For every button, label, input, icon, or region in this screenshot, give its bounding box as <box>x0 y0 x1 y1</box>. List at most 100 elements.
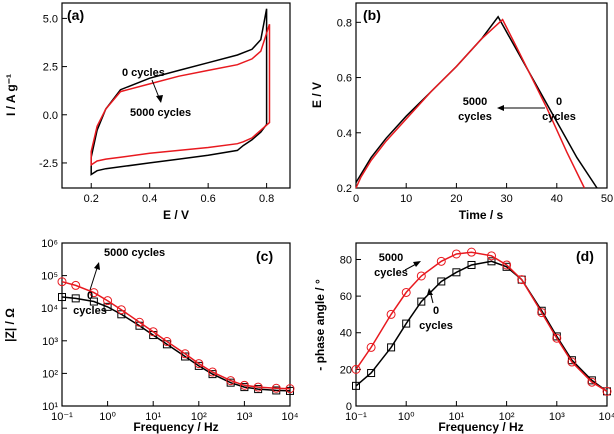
panel-b-annotation-5000: 5000 <box>463 96 487 108</box>
panel-d-point-0-cycles <box>452 268 461 277</box>
panel-c-xtick-label: 10⁴ <box>282 411 299 423</box>
panel-c-point-5000-cycles <box>253 382 263 392</box>
panel-c-annotation-5000-cycles: 5000 cycles <box>104 247 165 259</box>
panel-d-ytick-label: 80 <box>340 254 352 266</box>
panel-d-point-0-cycles <box>402 319 411 328</box>
panel-d-arrow-5000 <box>404 261 421 271</box>
panel-a-annotation-5000-cycles: 5000 cycles <box>130 107 191 119</box>
panel-c-point-5000-cycles <box>285 384 295 394</box>
panel-d-ytick-label: 60 <box>340 291 352 303</box>
panel-d-point-0-cycles <box>352 381 360 390</box>
panel-d-point-5000-cycles <box>486 251 496 261</box>
panel-a-series-0-cycles-line <box>90 8 268 176</box>
panel-c-bode-impedance: 10⁻¹ 10⁰ 10¹ 10² 10³ 10⁴ 10¹ 10² 10³ 10⁴ 10⁵ 10⁶ (c… <box>3 238 299 434</box>
panel-a-series-5000-cycles-line <box>90 23 271 167</box>
panel-b-xtick-label: 50 <box>601 193 613 205</box>
panel-b-xtick-label: 10 <box>400 193 412 205</box>
panel-c-ylabel: |Z| / Ω <box>3 308 17 342</box>
panel-c-xtick-label: 10⁰ <box>99 411 116 423</box>
panel-c-ytick-label: 10⁴ <box>41 303 58 315</box>
panel-c-series-0-cycles-line <box>61 296 291 392</box>
panel-c-point-5000-cycles <box>71 280 81 290</box>
panel-d-arrow-0 <box>427 288 434 304</box>
panel-b-ytick-label: 0.2 <box>337 183 352 195</box>
panel-d-point-5000-cycles <box>567 357 577 367</box>
panel-d-annotation-5000: 5000 <box>379 252 403 264</box>
panel-c-ytick-label: 10³ <box>42 336 58 348</box>
panel-d-ytick-label: 40 <box>340 328 352 340</box>
panel-b-annotation-0: 0 <box>556 96 562 108</box>
panel-a-arrow <box>151 79 163 103</box>
panel-d-point-5000-cycles <box>587 377 597 387</box>
panel-a-xtick-label: 0.4 <box>142 193 157 205</box>
panel-d-point-5000-cycles <box>416 271 426 281</box>
panel-c-point-5000-cycles <box>103 296 113 306</box>
panel-a-ytick-label: 5.0 <box>43 13 58 25</box>
panel-d-point-5000-cycles <box>602 386 612 396</box>
panel-d-xtick-label: 10¹ <box>448 411 464 423</box>
panel-c-xtick-label: 10⁻¹ <box>51 411 73 423</box>
panel-d-xtick-label: 10⁴ <box>599 411 614 423</box>
panel-d-point-5000-cycles <box>351 364 361 374</box>
panel-a-xtick-label: 0.8 <box>259 193 274 205</box>
panel-d-point-5000-cycles <box>451 249 461 259</box>
panel-b-xtick-label: 0 <box>353 193 359 205</box>
panel-b-label: (b) <box>363 7 381 23</box>
panel-a-cv: 0.2 0.4 0.6 0.8 -2.5 0.0 2.5 5.0 (a) 0 cycles 5… <box>4 2 291 222</box>
panel-c-point-5000-cycles <box>57 277 67 287</box>
panel-c-xtick-label: 10³ <box>236 411 252 423</box>
panel-a-annotation-0-cycles: 0 cycles <box>122 67 165 79</box>
panel-b-xtick-label: 20 <box>450 193 462 205</box>
panel-c-point-0-cycles <box>89 297 98 306</box>
panel-c-point-5000-cycles <box>134 317 144 327</box>
panel-c-ytick-label: 10⁵ <box>41 271 58 283</box>
panel-c-point-5000-cycles <box>271 383 281 393</box>
panel-c-label: (c) <box>256 248 273 264</box>
panel-c-xtick-label: 10¹ <box>145 411 161 423</box>
panel-d-label: (d) <box>576 248 594 264</box>
panel-d-point-5000-cycles <box>552 333 562 343</box>
panel-c-point-5000-cycles <box>148 327 158 337</box>
panel-d-annotation-cycles-0: cycles <box>419 320 453 332</box>
panel-c-point-5000-cycles <box>239 380 249 390</box>
panel-d-xtick-label: 10⁰ <box>398 411 415 423</box>
panel-a-ytick-label: -2.5 <box>39 158 58 170</box>
panel-a-ylabel: I / A g⁻¹ <box>4 74 18 116</box>
panel-d-point-5000-cycles <box>436 256 446 266</box>
panel-d-point-0-cycles <box>487 257 496 266</box>
panel-c-point-5000-cycles <box>226 376 236 386</box>
panel-d-point-5000-cycles <box>366 342 376 352</box>
panel-d-point-0-cycles <box>387 343 396 352</box>
panel-b-ytick-label: 0.8 <box>337 17 352 29</box>
panel-a-ytick-label: 0.0 <box>43 110 58 122</box>
panel-b-xtick-label: 30 <box>500 193 512 205</box>
panel-c-xlabel: Frequency / Hz <box>133 420 218 434</box>
panel-b-frame <box>355 2 608 189</box>
panel-b-ytick-label: 0.6 <box>337 73 352 85</box>
panel-b-xlabel: Time / s <box>459 208 504 222</box>
panel-d-point-0-cycles <box>367 369 376 378</box>
panel-b-xtick-label: 40 <box>551 193 563 205</box>
panel-d-ytick-label: 20 <box>340 364 352 376</box>
panel-b-ylabel: E / V <box>310 82 324 108</box>
panel-c-point-5000-cycles <box>180 349 190 359</box>
panel-c-xtick-label: 10² <box>191 411 207 423</box>
panel-d-point-5000-cycles <box>537 308 547 318</box>
panel-d-xlabel: Frequency / Hz <box>438 420 523 434</box>
panel-d-annotation-cycles-5000: cycles <box>374 267 408 279</box>
panel-d-bode-phase: 10⁻¹ 10⁰ 10¹ 10² 10³ 10⁴ 0 20 40 60 80 (d) 5000 cy… <box>313 242 614 434</box>
panel-a-xlabel: E / V <box>163 208 189 222</box>
panel-d-series-5000-cycles-line <box>355 251 608 392</box>
panel-d-frame <box>355 242 608 407</box>
panel-d-point-5000-cycles <box>386 309 396 319</box>
panel-b-ytick-label: 0.4 <box>337 128 352 140</box>
panel-c-point-0-cycles <box>58 293 66 302</box>
panel-c-ytick-label: 10² <box>42 368 58 380</box>
panel-c-point-5000-cycles <box>116 305 126 315</box>
panel-c-point-5000-cycles <box>89 288 99 298</box>
panel-b-annotation-cycles-5000: cycles <box>458 111 492 123</box>
panel-b-series-5000-cycles-line <box>355 18 586 189</box>
panel-c-ytick-label: 10¹ <box>42 401 58 413</box>
panel-c-annotation-cycles: cycles <box>73 305 107 317</box>
